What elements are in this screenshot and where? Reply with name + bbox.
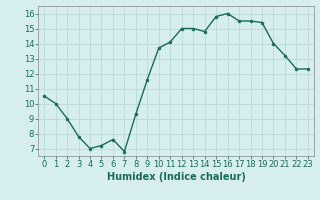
X-axis label: Humidex (Indice chaleur): Humidex (Indice chaleur) bbox=[107, 172, 245, 182]
